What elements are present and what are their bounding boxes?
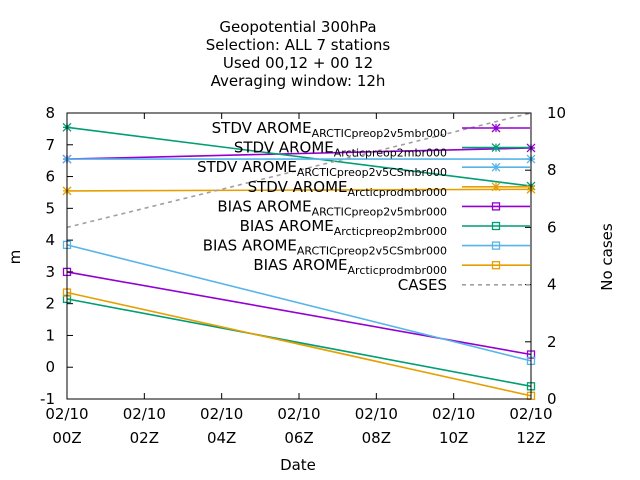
y-tick-label: 2 [45, 295, 55, 313]
x-tick-label: 00Z [52, 429, 81, 447]
legend-label: STDV AROMEArcticprodmbr000 [248, 178, 447, 199]
legend-marker [491, 123, 501, 133]
x-tick-label: 02/10 [509, 405, 552, 423]
x-tick-label: 02Z [130, 429, 159, 447]
legend-marker [491, 202, 501, 211]
legend-marker [491, 162, 501, 172]
legend-marker [491, 241, 501, 250]
legend-label: STDV AROMEARCTICpreop2v5mbr000 [212, 119, 447, 140]
y-axis-label: m [6, 250, 24, 265]
series-line [66, 244, 532, 362]
y-tick-label: 6 [45, 168, 55, 186]
legend-label: BIAS AROMEARCTICpreop2v5mbr000 [217, 197, 447, 218]
x-tick-label: 06Z [284, 429, 313, 447]
y-tick-label: 7 [45, 136, 55, 154]
y-tick-label: 0 [45, 358, 55, 376]
legend-label: STDV AROMEARCTICpreop2v5CSmbr000 [197, 158, 447, 179]
x-tick-label: 04Z [207, 429, 236, 447]
y2-tick-label: 8 [547, 161, 557, 179]
x-tick-label: 02/10 [45, 405, 88, 423]
legend-label: BIAS AROMEArcticprodmbr000 [253, 256, 447, 277]
legend-label: BIAS AROMEARCTICpreop2v5CSmbr000 [203, 237, 447, 258]
legend-marker [491, 182, 501, 192]
y-tick-label: 4 [45, 231, 55, 249]
series-line [66, 298, 532, 388]
title-line: Averaging window: 12h [211, 72, 386, 90]
x-tick-label: 02/10 [277, 405, 320, 423]
y-tick-label: -1 [40, 390, 55, 408]
legend-marker [491, 143, 501, 153]
series-line [66, 291, 532, 397]
title-line: Geopotential 300hPa [219, 18, 376, 36]
series-line [66, 271, 532, 356]
y2-axis-label: No cases [598, 223, 616, 291]
axes: -1 0 1 2 3 4 5 6 7 8 0 2 4 6 8 10 02/10 00Z 02/10 02Z 02/10 0… [40, 104, 566, 447]
x-tick-label: 12Z [516, 429, 545, 447]
y2-tick-label: 10 [547, 104, 566, 122]
legend-marker [491, 261, 501, 270]
legend-label: CASES [398, 276, 447, 294]
y-tick-label: 3 [45, 263, 55, 281]
series-line [66, 147, 532, 160]
x-tick-label: 02/10 [200, 405, 243, 423]
legend-marker [491, 221, 501, 231]
x-tick-label: 02/10 [355, 405, 398, 423]
x-tick-label: 02/10 [432, 405, 475, 423]
y2-tick-label: 0 [547, 390, 557, 408]
title-line: Selection: ALL 7 stations [206, 36, 391, 54]
x-axis-label: Date [280, 456, 316, 474]
y-tick-label: 5 [45, 199, 55, 217]
x-tick-label: 02/10 [123, 405, 166, 423]
legend-label: BIAS AROMEArcticpreop2mbr000 [240, 217, 447, 238]
legend-label: STDV AROMEArcticpreop2mbr000 [234, 139, 447, 160]
y2-tick-label: 4 [547, 276, 557, 294]
x-tick-label: 10Z [439, 429, 468, 447]
y2-tick-label: 6 [547, 218, 557, 236]
series-line [66, 188, 532, 192]
series-line [66, 126, 532, 187]
y2-tick-label: 2 [547, 333, 557, 351]
y-tick-label: 1 [45, 326, 55, 344]
y-tick-label: 8 [45, 104, 55, 122]
x-tick-label: 08Z [362, 429, 391, 447]
title-line: Used 00,12 + 00 12 [223, 54, 373, 72]
